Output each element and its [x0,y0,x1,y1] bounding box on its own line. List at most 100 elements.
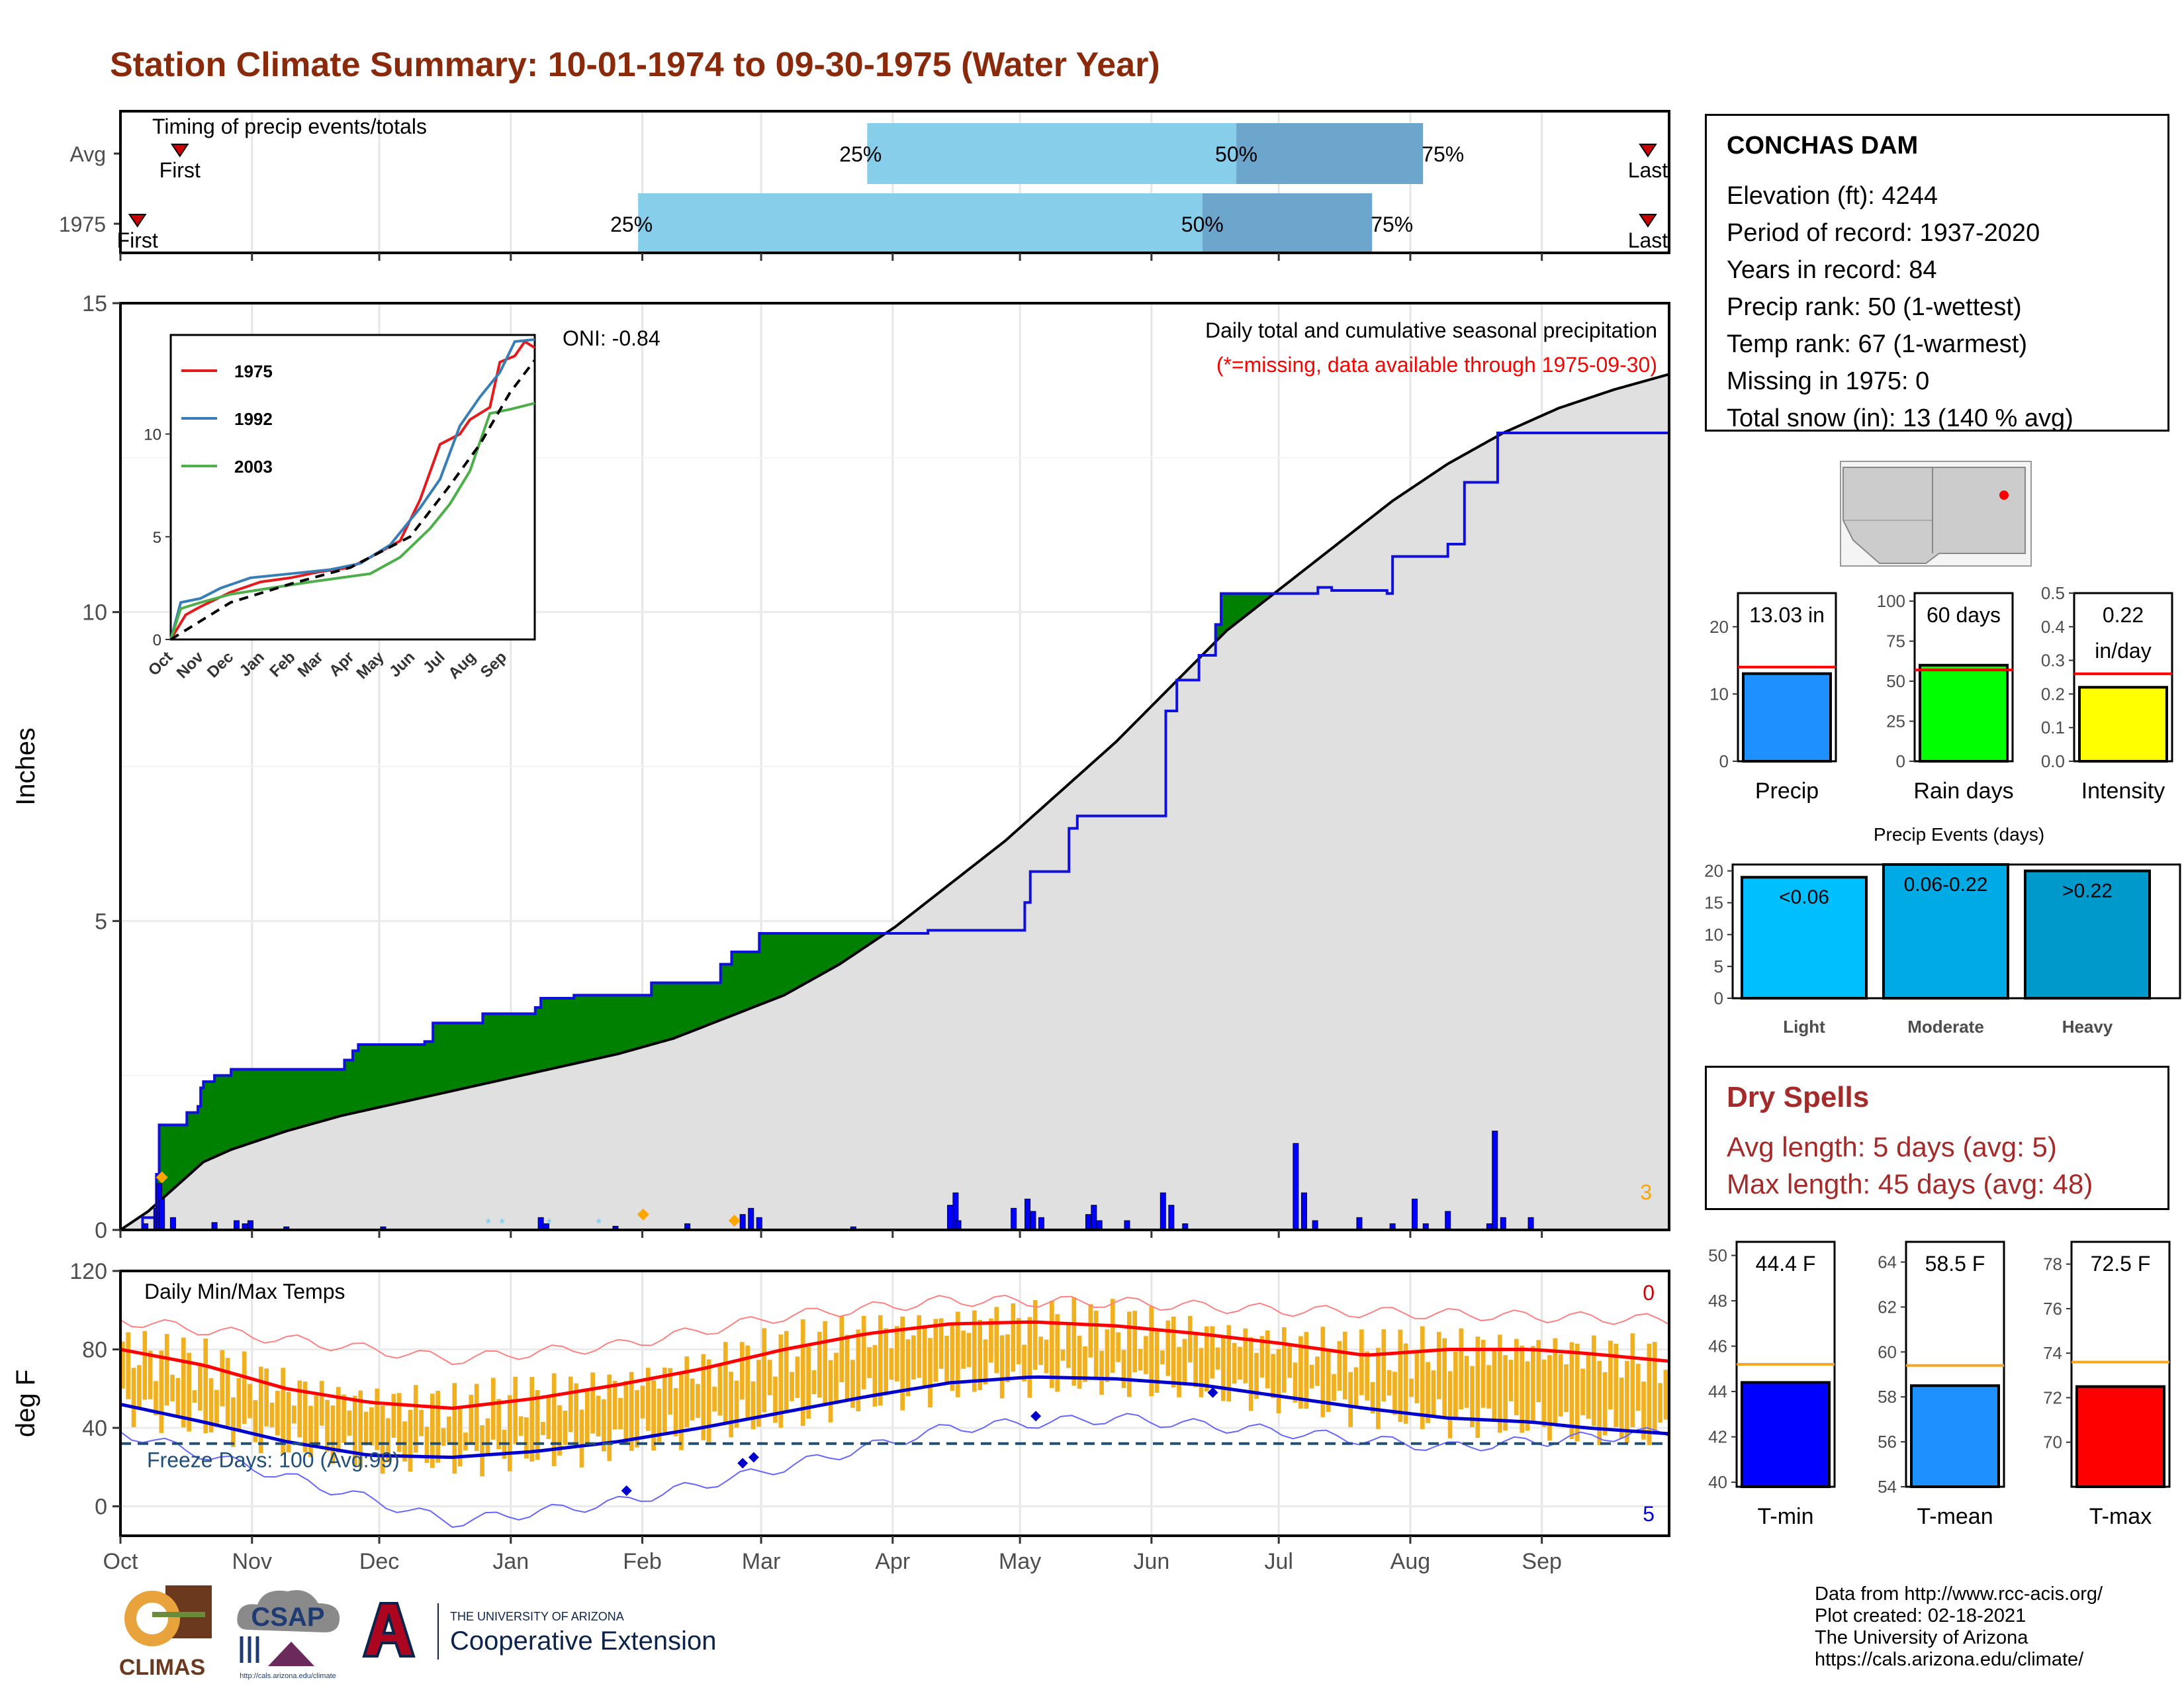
precip-diff-fill [731,952,735,1016]
daily-temp-bar [856,1329,861,1411]
mini-bar-tick-label: 62 [1878,1297,1897,1317]
precip-diff-fill [447,1023,450,1092]
precip-diff-fill [333,1069,337,1118]
y-tick-label: 10 [82,600,107,626]
inset-legend-label: 1992 [234,409,273,429]
daily-temp-bar [1259,1336,1265,1378]
daily-temp-bar [424,1427,430,1464]
inset-frame [169,334,536,641]
station-line: Precip rank: 50 (1-wettest) [1727,293,2022,321]
ua-logo[interactable]: THE UNIVERSITY OF ARIZONA Cooperative Ex… [357,1597,754,1669]
credit-line: The University of Arizona [1815,1627,2028,1648]
record-low-marker [621,1485,632,1496]
daily-temp-bar [1641,1382,1646,1440]
daily-precip-bar [1293,1143,1299,1231]
timing-bar-50-75 [1236,123,1424,184]
daily-temp-bar [546,1395,551,1439]
month-label: Feb [623,1549,662,1574]
precip-diff-fill [314,1069,318,1123]
precip-diff-fill [778,933,782,998]
daily-temp-bar [983,1339,988,1385]
precip-diff-fill [1232,593,1236,627]
timing-panel: 25% 50% 75% First Last Avg 25% 50% 75% First Last 1… [59,110,1670,261]
daily-temp-bar [850,1360,855,1408]
daily-temp-bar [1608,1340,1613,1410]
mini-bar-value [2075,1385,2165,1488]
daily-temp-bar [701,1354,706,1440]
precip-diff-fill [657,982,660,1043]
precip-diff-fill [189,1112,193,1174]
daily-temp-bar [474,1383,479,1452]
daily-temp-bar [496,1399,501,1450]
precip-diff-fill [438,1023,442,1094]
precip-diff-fill [706,982,710,1026]
precip-missing-note: (*=missing, data available through 1975-… [1216,353,1657,377]
daily-temp-bar [1470,1366,1475,1428]
precip-diff-fill [1265,593,1269,600]
daily-temp-bar [1276,1348,1281,1414]
daily-temp-bar [1602,1372,1608,1436]
precip-diff-fill [870,933,874,944]
page-title: Station Climate Summary: 10-01-1974 to 0… [110,46,1160,84]
daily-temp-bar [1050,1300,1054,1388]
y-tick-label: 0 [95,1218,107,1243]
precip-diff-fill [353,1051,356,1113]
precip-diff-fill [433,1023,436,1096]
precip-diff-fill [369,1045,373,1109]
mini-bar-tick-label: 44 [1708,1382,1727,1401]
mini-bar-value [1910,1384,2000,1488]
daily-temp-bar [524,1417,529,1459]
daily-temp-bar [933,1319,938,1382]
precip-diff-fill [469,1023,473,1088]
csap-url: http://cals.arizona.edu/climate [240,1672,336,1680]
precip-diff-fill [504,1013,508,1080]
month-label: May [999,1549,1041,1574]
daily-temp-bar [762,1328,767,1413]
daily-temp-bar [375,1388,380,1450]
daily-temp-bar [413,1385,418,1453]
y-tick-label: 15 [82,291,107,316]
climas-logo[interactable]: CLIMAS [106,1582,218,1681]
daily-temp-bar [1453,1351,1458,1418]
daily-temp-bar [1248,1337,1253,1411]
daily-temp-bar [1342,1331,1347,1400]
daily-temp-bar [1531,1346,1535,1422]
precip-diff-fill [308,1069,312,1125]
dry-spells-avg: Avg length: 5 days (avg: 5) [1727,1131,2057,1162]
mini-bar-tick-label: 58 [1878,1387,1897,1407]
inset-y-tick-label: 0 [153,632,161,649]
record-low-marker [1030,1411,1042,1422]
daily-temp-bar [1376,1348,1381,1429]
precip-diff-fill [811,933,815,980]
csap-logo[interactable]: CSAP http://cals.arizona.edu/climate [228,1583,347,1683]
precip-diff-fill [767,933,771,1002]
daily-temp-bar [557,1405,562,1456]
daily-temp-bar [1243,1328,1248,1383]
inset-y-tick-label: 5 [153,529,161,547]
daily-temp-bar [1221,1338,1226,1401]
mini-bar-tick-label: 42 [1708,1427,1727,1447]
precip-diff-fill [228,1075,232,1151]
mini-bar-tick-label: 0.5 [2041,583,2065,603]
locator-map [1840,461,2032,567]
daily-temp-bar [1105,1329,1110,1382]
precip-diff-fill [537,1008,541,1072]
mini-bar-tick-label: 56 [1878,1432,1897,1452]
daily-temp-bar [430,1393,435,1468]
daily-temp-bar [1370,1382,1375,1414]
precip-diff-fill [844,933,848,961]
daily-temp-bar [905,1339,911,1396]
daily-temp-bar [1116,1332,1120,1362]
daily-temp-bar [1077,1335,1082,1389]
precip-diff-fill [797,933,801,988]
daily-temp-bar [529,1377,535,1462]
precip-diff-fill [380,1045,384,1107]
daily-temp-bar [895,1326,899,1382]
precip-diff-fill [269,1069,273,1137]
credits: Data from http://www.rcc-acis.org/ Plot … [1815,1583,2103,1671]
daily-temp-bar [767,1360,772,1395]
daily-temp-bar [1553,1338,1558,1424]
daily-temp-bar [192,1390,197,1403]
snow-symbol: * [596,1215,602,1232]
mini-bar-tick-label: 0.1 [2041,718,2065,737]
